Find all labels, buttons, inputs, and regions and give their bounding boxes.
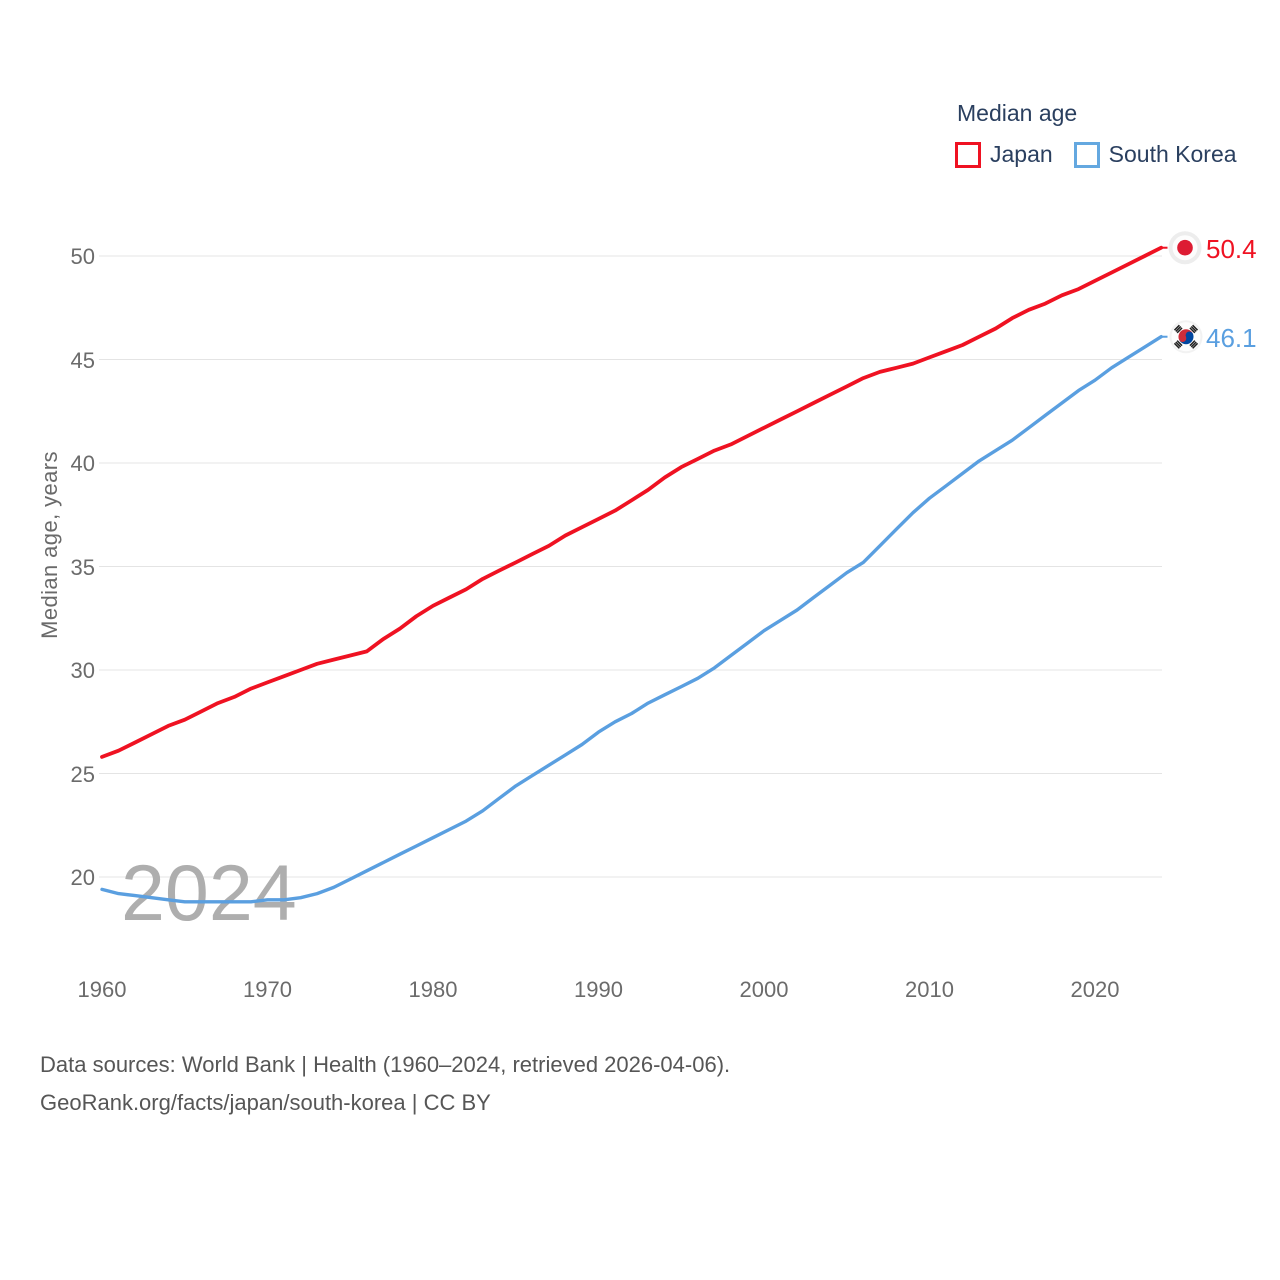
- legend-item-japan[interactable]: Japan: [955, 141, 1053, 168]
- legend-label-south-korea: South Korea: [1108, 141, 1237, 167]
- japan-end-value: 50.4: [1206, 233, 1257, 264]
- japan-line-series: [100, 245, 1164, 759]
- source-link-text: GeoRank.org/facts/japan/south-korea | CC…: [40, 1090, 491, 1115]
- x-tick-label: 1970: [243, 977, 292, 1002]
- japan-flag-icon: [1168, 231, 1202, 265]
- south-korea-line-series: [100, 335, 1163, 904]
- legend-title: Median age: [957, 100, 1078, 126]
- x-tick-label: 2020: [1070, 977, 1120, 1002]
- x-tick-label: 1960: [77, 977, 127, 1002]
- y-tick-label: 45: [70, 347, 95, 373]
- japan-swatch-icon: [955, 141, 981, 168]
- y-tick-label: 30: [70, 658, 95, 683]
- legend-item-south-korea[interactable]: South Korea: [1073, 141, 1237, 168]
- legend-label-japan: Japan: [990, 141, 1053, 167]
- legend: Median age Japan South Korea: [955, 100, 1237, 168]
- south-korea-swatch-icon: [1073, 141, 1100, 168]
- south-korea-end-value: 46.1: [1206, 322, 1257, 353]
- y-tick-label: 25: [70, 761, 95, 787]
- y-tick-label: 50: [70, 244, 95, 269]
- x-tick-label: 2000: [739, 977, 789, 1002]
- x-tick-label: 2010: [905, 977, 954, 1002]
- y-tick-label: 40: [70, 451, 95, 476]
- source-footer: Data sources: World Bank | Health (1960–…: [40, 1046, 730, 1122]
- y-tick-label: 35: [70, 554, 95, 580]
- south-korea-flag-icon: [1169, 320, 1203, 354]
- watermark-year: 2024: [121, 848, 297, 937]
- x-tick-label: 1980: [408, 977, 458, 1002]
- data-sources-text: Data sources: World Bank | Health (1960–…: [40, 1052, 731, 1077]
- y-tick-label: 20: [70, 865, 95, 890]
- x-tick-label: 1990: [574, 977, 623, 1002]
- legend-items: Japan South Korea: [955, 141, 1237, 168]
